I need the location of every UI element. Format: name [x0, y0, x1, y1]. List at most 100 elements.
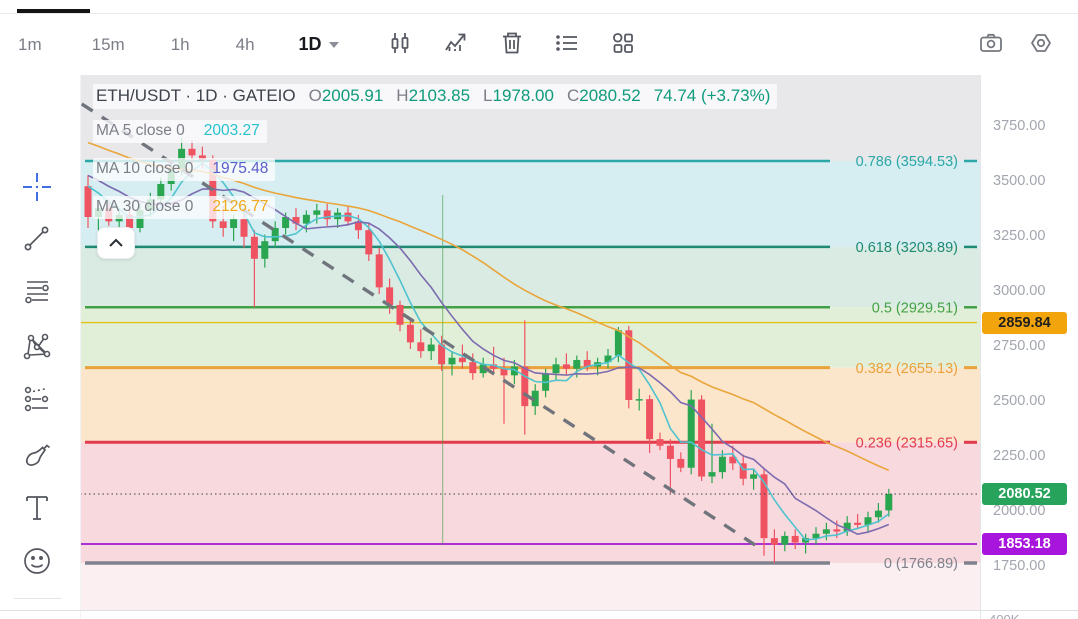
ma5-legend-row[interactable]: MA 5 close 0 2003.27 [93, 120, 777, 143]
timeframe-4h-button[interactable]: 4h [230, 31, 261, 59]
candle-body [292, 216, 300, 224]
camera-icon [978, 31, 1004, 58]
dashed-trendline-drawing[interactable] [80, 102, 758, 548]
xabcd-pattern-tool-button[interactable] [18, 330, 56, 366]
price-axis-label: 3250.00 [993, 227, 1046, 244]
object-list-button[interactable] [552, 28, 582, 61]
candle-body [282, 216, 290, 228]
chart-settings-button[interactable] [1026, 29, 1056, 60]
candle-body [209, 159, 217, 222]
low-label: L [483, 86, 493, 105]
candle-body [188, 148, 196, 156]
candle-body [573, 359, 581, 369]
candle-body [448, 357, 456, 365]
candle-body [230, 219, 238, 228]
candle-body [386, 287, 394, 305]
indicators-button[interactable] [441, 28, 472, 61]
timeframe-1d-dropdown[interactable]: 1D [293, 30, 345, 59]
candle-body [406, 324, 414, 343]
candle-body [417, 342, 425, 352]
candle-body [375, 254, 383, 288]
candle-body [126, 214, 134, 228]
trend-line-icon [22, 223, 52, 256]
fib-label-0.382[interactable]: 0.382 (2655.13) [856, 361, 958, 377]
layout-grid-button[interactable] [608, 28, 638, 61]
screenshot-button[interactable] [976, 29, 1006, 60]
price-axis[interactable]: 3750.00 3500.00 3250.00 3000.00 2750.00 2500.… [980, 75, 1078, 619]
settings-gear-icon [1028, 31, 1054, 58]
delete-drawings-button[interactable] [498, 28, 526, 61]
candle-body [718, 456, 726, 473]
xabcd-pattern-icon [21, 331, 53, 366]
candle-body [885, 494, 893, 511]
chevron-down-icon [328, 41, 339, 48]
ma30-label: MA 30 close 0 [96, 198, 194, 215]
timeframe-1h-button[interactable]: 1h [165, 31, 196, 59]
prediction-lines-icon [21, 383, 53, 418]
collapse-legend-button[interactable] [97, 227, 135, 259]
candle-body [583, 359, 591, 367]
symbol-title[interactable]: ETH/USDT · 1D · GATEIO [96, 86, 296, 105]
candle-body [760, 474, 768, 539]
candle-body [198, 155, 206, 160]
candle-body [323, 210, 331, 220]
ma10-legend-row[interactable]: MA 10 close 0 1975.48 [93, 158, 777, 181]
close-label: C [566, 86, 580, 105]
volume-axis-label: 400K [989, 612, 1019, 619]
fib-label-0.618[interactable]: 0.618 (3203.89) [856, 240, 958, 256]
drawing-toolbar [0, 75, 81, 619]
fib-retracement-tool-button[interactable] [18, 274, 56, 310]
text-icon [22, 492, 52, 527]
candle-body [656, 439, 664, 446]
price-axis-label: 3000.00 [993, 282, 1046, 299]
emoji-tool-button[interactable] [18, 544, 56, 580]
ma5-label: MA 5 close 0 [96, 122, 185, 139]
candle-body [240, 219, 248, 237]
candle-body [781, 535, 789, 545]
candle-body [729, 456, 737, 464]
emoji-icon [21, 545, 53, 580]
brush-tool-button[interactable] [18, 439, 56, 475]
ma5-value: 2003.27 [203, 122, 260, 139]
pane-divider[interactable] [0, 610, 1078, 611]
fib-band [80, 442, 980, 563]
chart-style-candles-button[interactable] [385, 28, 415, 61]
timeframe-1m-button[interactable]: 1m [12, 31, 48, 59]
timeframe-1d-label: 1D [298, 34, 322, 54]
high-label: H [396, 86, 409, 105]
prediction-tool-button[interactable] [18, 382, 56, 418]
text-tool-button[interactable] [18, 491, 56, 527]
candle-body [250, 236, 258, 259]
fib-label-0[interactable]: 0 (1766.89) [884, 556, 958, 572]
candle-body [261, 241, 269, 259]
current-price-badge: 2080.52 [982, 483, 1067, 505]
ma10-line[interactable] [87, 174, 890, 535]
object-list-icon [554, 30, 580, 59]
active-tab-indicator [17, 9, 90, 14]
fib-label-0.786[interactable]: 0.786 (3594.53) [856, 154, 958, 170]
fib-label-0.236[interactable]: 0.236 (2315.65) [856, 435, 958, 451]
candle-body [552, 364, 560, 374]
main-toolbar: 1m 15m 1h 4h 1D [0, 14, 1078, 75]
candle-body [604, 355, 612, 363]
candle-body [562, 364, 570, 369]
candle-body [854, 522, 862, 525]
candle-body [136, 210, 144, 228]
fib-label-0.5[interactable]: 0.5 (2929.51) [872, 300, 958, 316]
timeframe-15m-button[interactable]: 15m [86, 31, 131, 59]
trash-icon [500, 30, 524, 59]
trend-line-tool-button[interactable] [18, 221, 56, 257]
price-axis-label: 2500.00 [993, 392, 1046, 409]
candle-body [365, 230, 373, 255]
symbol-info-row[interactable]: ETH/USDT · 1D · GATEIO O2005.91 H2103.85… [93, 84, 778, 109]
candle-body [698, 399, 706, 477]
crosshair-tool-button[interactable] [18, 170, 56, 206]
candle-body [708, 472, 716, 477]
price-axis-label: 2250.00 [993, 447, 1046, 464]
sidebar-divider [14, 598, 62, 599]
ma30-legend-row[interactable]: MA 30 close 0 2126.77 [93, 196, 777, 219]
price-axis-label: 2750.00 [993, 337, 1046, 354]
candle-body [770, 538, 778, 545]
candle-body [438, 344, 446, 365]
price-axis-label: 1750.00 [993, 557, 1046, 574]
